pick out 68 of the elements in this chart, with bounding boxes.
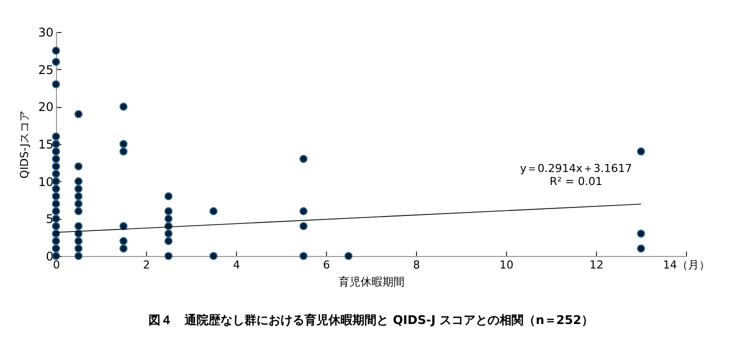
point: [74, 200, 83, 208]
annotation: R² = 0.01: [550, 175, 602, 188]
point: [52, 230, 60, 238]
point: [74, 237, 83, 246]
y-tick-label: 30: [38, 26, 54, 40]
point: [74, 230, 83, 238]
point: [164, 192, 173, 200]
point: [52, 46, 60, 55]
point: [74, 222, 83, 230]
point: [119, 147, 128, 156]
x-tick-label: 2: [143, 258, 150, 272]
x-tick-label: 4: [233, 258, 240, 272]
point: [52, 154, 60, 163]
point: [164, 230, 173, 238]
point: [52, 147, 60, 156]
point: [636, 147, 646, 156]
y-tick-label: 25: [38, 62, 54, 77]
annotation: y＝0.2914x＋3.1617: [520, 162, 632, 175]
point: [52, 237, 60, 246]
point: [52, 192, 60, 200]
y-tick-label: 15: [38, 138, 54, 152]
point: [74, 244, 83, 253]
point: [299, 154, 308, 163]
point: [119, 237, 128, 246]
y-tick-label: 10: [38, 174, 54, 189]
point: [164, 207, 173, 216]
point: [299, 252, 308, 260]
x-tick-label: 10: [500, 258, 514, 272]
point: [164, 214, 173, 223]
x-tick-label: 6: [323, 258, 330, 272]
point: [636, 244, 646, 253]
x-tick-label: 12: [590, 258, 604, 272]
y-tick-label: 5: [46, 212, 54, 226]
point: [74, 110, 83, 118]
point: [52, 132, 60, 141]
x-tick-label: 14（月）: [663, 258, 710, 272]
point: [74, 162, 83, 170]
point: [344, 252, 353, 260]
point: [119, 222, 128, 230]
point: [52, 200, 60, 208]
point: [119, 244, 128, 253]
point: [52, 58, 60, 66]
point: [209, 207, 218, 216]
point: [74, 177, 83, 186]
point: [74, 207, 83, 216]
point: [52, 170, 60, 178]
point: [636, 230, 646, 238]
point: [119, 140, 128, 148]
point: [164, 237, 173, 246]
point: [52, 162, 60, 170]
y-axis-title: QIDS-Jスコア: [18, 110, 32, 179]
point: [74, 252, 83, 260]
point: [52, 244, 60, 253]
point: [52, 184, 60, 193]
point: [74, 192, 83, 200]
y-tick-label: 20: [38, 100, 54, 114]
point: [119, 102, 128, 111]
text: 図４ 通院歴なし群における育児休暇期間と QIDS-J スコアとの相関（n＝252）: [148, 313, 594, 327]
x-axis-title: 育児休暇期間: [338, 276, 404, 288]
point: [299, 207, 308, 216]
point: [52, 222, 60, 230]
point: [209, 252, 218, 260]
point: [164, 252, 173, 260]
x-tick-label: 8: [413, 258, 420, 272]
point: [74, 184, 83, 193]
point: [299, 222, 308, 230]
point: [52, 207, 60, 216]
point: [52, 80, 60, 88]
